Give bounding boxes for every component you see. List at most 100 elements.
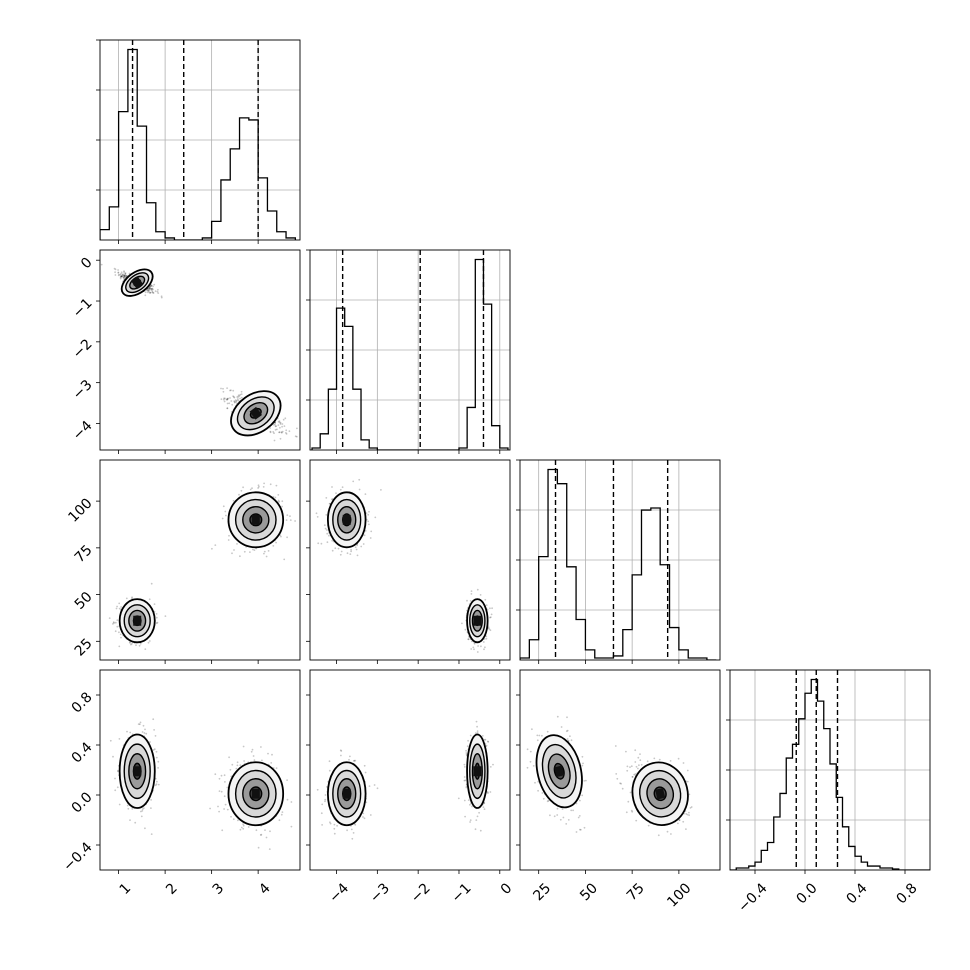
sample-point (556, 814, 559, 816)
sample-point (114, 621, 117, 624)
sample-point (321, 824, 323, 826)
sample-point (529, 750, 532, 753)
sample-point (331, 539, 334, 542)
sample-point (154, 784, 157, 787)
sample-point (278, 819, 281, 822)
sample-point (536, 734, 539, 737)
sample-point (149, 291, 152, 294)
sample-point (237, 394, 240, 397)
sample-point (294, 520, 296, 522)
sample-point (578, 815, 581, 817)
sample-point (152, 291, 154, 294)
sample-point (233, 401, 236, 404)
sample-point (469, 819, 472, 821)
sample-point (363, 817, 366, 820)
sample-point (279, 421, 282, 424)
sample-point (275, 425, 277, 427)
sample-point (118, 602, 121, 605)
sample-point (233, 549, 235, 551)
sample-point (363, 764, 366, 767)
sample-point (635, 765, 638, 768)
sample-point (239, 555, 241, 558)
density-peak (473, 766, 482, 777)
sample-point (236, 396, 239, 398)
sample-point (138, 644, 141, 647)
sample-point (151, 287, 154, 290)
sample-point (217, 805, 219, 808)
density-contours (120, 268, 282, 437)
sample-point (569, 735, 571, 738)
sample-point (349, 553, 352, 555)
sample-point (364, 771, 367, 774)
sample-point (134, 821, 137, 824)
sample-point (150, 807, 152, 809)
sample-point (467, 638, 470, 641)
sample-point (465, 749, 467, 752)
sample-point (290, 801, 293, 803)
sample-point (485, 604, 488, 606)
sample-point (242, 745, 245, 748)
sample-point (483, 739, 486, 741)
sample-point (114, 274, 117, 276)
sample-point (116, 786, 119, 789)
sample-point (150, 833, 153, 835)
sample-point (115, 607, 118, 610)
sample-point (130, 643, 132, 646)
y-tick-label: 0.0 (69, 789, 96, 816)
sample-point (281, 811, 284, 813)
panel-2-1 (306, 459, 511, 664)
sample-point (264, 829, 266, 831)
sample-point (124, 272, 127, 275)
sample-point (123, 275, 125, 278)
sample-point (235, 399, 238, 402)
sample-point (120, 272, 122, 275)
sample-point (128, 272, 131, 275)
sample-point (487, 626, 490, 629)
sample-point (152, 749, 155, 751)
sample-point (531, 728, 533, 731)
sample-point (140, 810, 142, 813)
sample-point (280, 535, 282, 538)
sample-point (118, 607, 121, 610)
sample-point (122, 276, 125, 279)
sample-point (131, 597, 133, 600)
sample-point (272, 431, 275, 433)
sample-point (290, 825, 293, 828)
sample-point (240, 390, 243, 393)
sample-point (340, 550, 343, 553)
sample-point (570, 739, 573, 742)
sample-point (536, 739, 539, 742)
sample-point (239, 397, 242, 400)
panel-frame (99, 669, 301, 871)
sample-point (351, 837, 354, 840)
sample-point (148, 288, 151, 290)
sample-point (129, 819, 131, 821)
sample-point (121, 275, 123, 278)
sample-point (155, 783, 158, 785)
sample-point (367, 513, 370, 516)
sample-point (470, 593, 473, 595)
sample-point (542, 797, 545, 800)
sample-point (678, 819, 681, 821)
sample-point (473, 648, 475, 651)
sample-point (647, 824, 650, 827)
sample-point (155, 750, 158, 753)
sample-point (546, 800, 549, 803)
sample-point (156, 621, 159, 624)
sample-point (553, 815, 556, 818)
sample-point (272, 545, 275, 547)
histogram-step (100, 48, 296, 240)
sample-point (529, 760, 532, 763)
sample-point (479, 594, 482, 596)
sample-point (362, 816, 364, 818)
sample-point (151, 290, 154, 292)
sample-point (346, 829, 348, 832)
sample-point (281, 430, 284, 433)
panel-2-2 (516, 459, 721, 664)
sample-point (349, 755, 351, 758)
sample-point (367, 520, 370, 523)
sample-point (150, 284, 153, 287)
sample-point (257, 484, 260, 487)
sample-point (221, 517, 224, 520)
sample-point (582, 762, 584, 765)
